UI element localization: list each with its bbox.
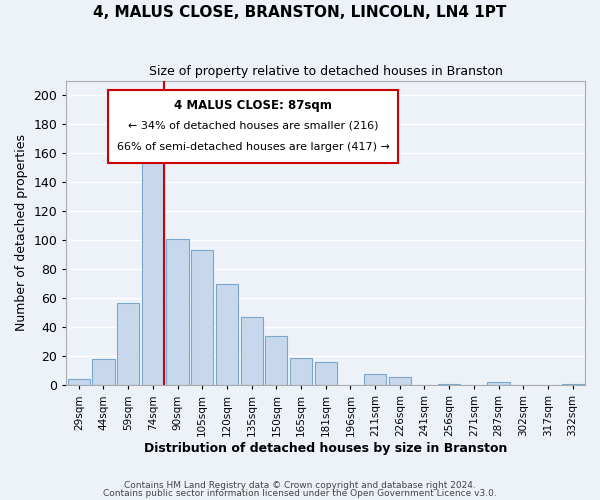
Bar (142, 148, 164, 386)
Text: Contains HM Land Registry data © Crown copyright and database right 2024.: Contains HM Land Registry data © Crown c… (124, 481, 476, 490)
Bar (68, 380, 90, 386)
Y-axis label: Number of detached properties: Number of detached properties (15, 134, 28, 332)
Bar (216, 284, 238, 386)
Bar (166, 238, 188, 386)
Text: 66% of semi-detached houses are larger (417) →: 66% of semi-detached houses are larger (… (116, 142, 389, 152)
Bar (241, 317, 263, 386)
Bar (314, 362, 337, 386)
Bar (92, 359, 115, 386)
Text: 4 MALUS CLOSE: 87sqm: 4 MALUS CLOSE: 87sqm (174, 99, 332, 112)
Bar (290, 358, 312, 386)
Bar (487, 382, 509, 386)
Bar (438, 384, 460, 386)
Bar (265, 336, 287, 386)
Text: 4, MALUS CLOSE, BRANSTON, LINCOLN, LN4 1PT: 4, MALUS CLOSE, BRANSTON, LINCOLN, LN4 1… (94, 5, 506, 20)
Bar (562, 384, 584, 386)
Bar (389, 376, 411, 386)
Bar (364, 374, 386, 386)
Text: Contains public sector information licensed under the Open Government Licence v3: Contains public sector information licen… (103, 488, 497, 498)
Bar (117, 302, 139, 386)
Title: Size of property relative to detached houses in Branston: Size of property relative to detached ho… (149, 65, 503, 78)
Text: ← 34% of detached houses are smaller (216): ← 34% of detached houses are smaller (21… (128, 120, 379, 130)
FancyBboxPatch shape (108, 90, 398, 163)
X-axis label: Distribution of detached houses by size in Branston: Distribution of detached houses by size … (144, 442, 508, 455)
Bar (191, 250, 214, 386)
